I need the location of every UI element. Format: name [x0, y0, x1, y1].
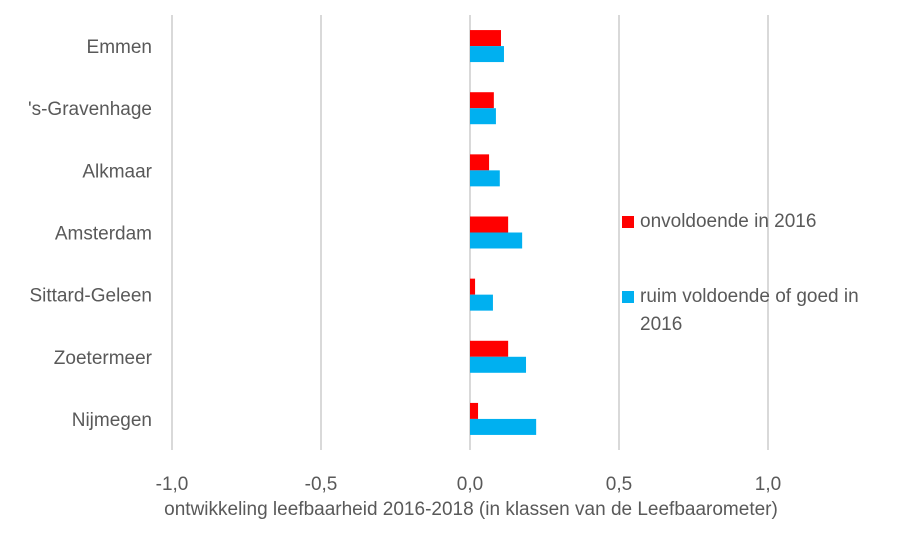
y-tick-label: Emmen — [87, 37, 152, 58]
x-tick-label: -1,0 — [156, 474, 189, 495]
x-tick-label: 0,5 — [606, 474, 632, 495]
bar — [470, 418, 537, 435]
legend-label: ruim voldoende of goed in 2016 — [640, 286, 859, 335]
bar — [470, 92, 494, 109]
bar — [470, 294, 493, 311]
x-tick-label: 0,0 — [457, 474, 483, 495]
bar — [470, 170, 500, 187]
y-tick-label: Alkmaar — [82, 161, 152, 182]
y-tick-label: Zoetermeer — [54, 348, 153, 369]
y-tick-label: Sittard-Geleen — [29, 286, 152, 307]
y-tick-label: Nijmegen — [72, 410, 152, 431]
bar — [470, 278, 476, 295]
y-tick-label: 's-Gravenhage — [28, 99, 152, 120]
bar — [470, 108, 496, 125]
bar — [470, 232, 523, 249]
bar — [470, 30, 501, 47]
x-tick-label: -0,5 — [305, 474, 338, 495]
bar — [470, 356, 527, 373]
bar — [470, 46, 504, 63]
y-tick-label: Amsterdam — [55, 224, 152, 245]
legend-swatch — [622, 216, 634, 228]
legend-label: onvoldoende in 2016 — [640, 211, 817, 232]
bar — [470, 340, 509, 357]
bar — [470, 216, 509, 233]
x-axis-label: ontwikkeling leefbaarheid 2016-2018 (in … — [164, 499, 778, 520]
x-tick-label: 1,0 — [755, 474, 781, 495]
bar — [470, 402, 479, 419]
bar — [470, 154, 490, 171]
legend-swatch — [622, 291, 634, 303]
